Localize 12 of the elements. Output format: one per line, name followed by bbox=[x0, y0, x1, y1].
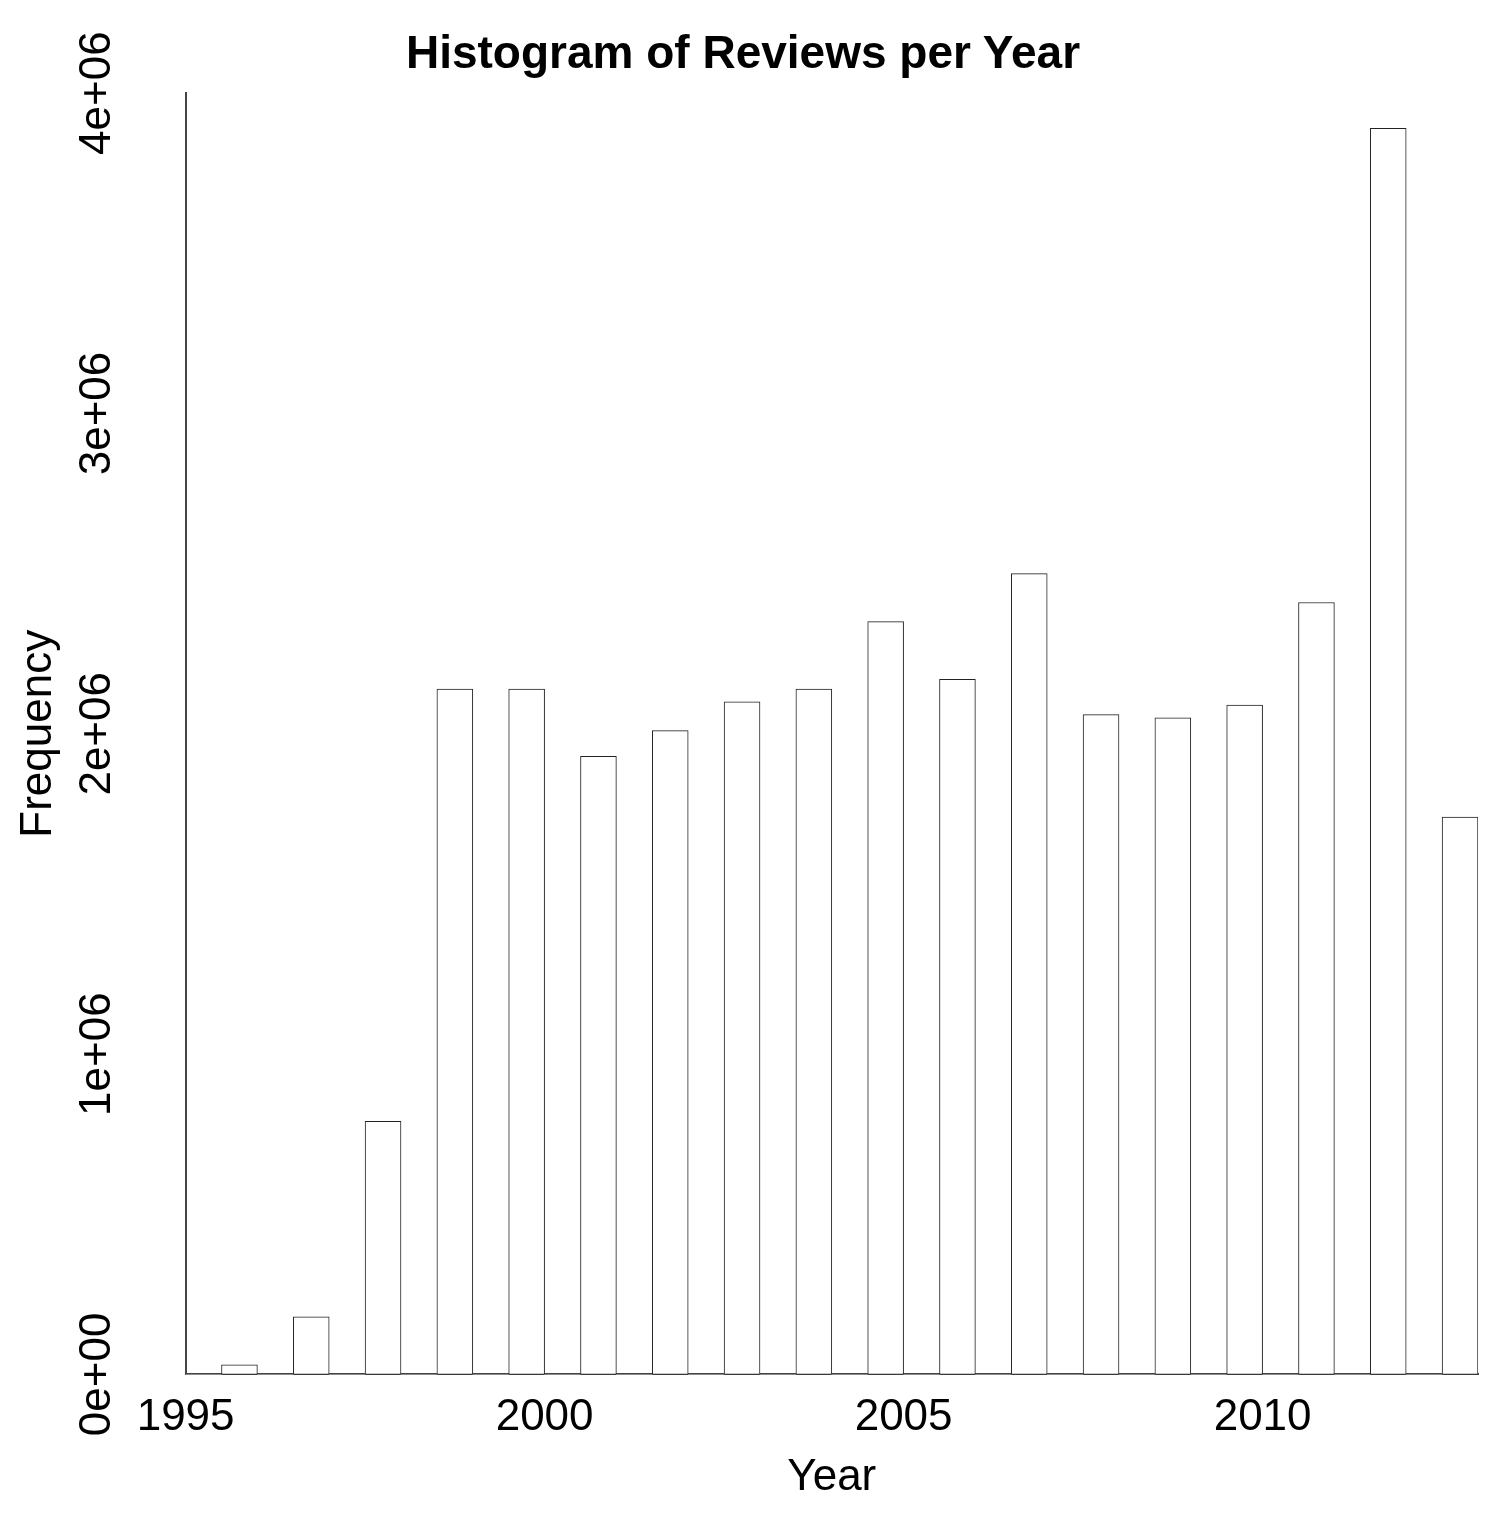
x-tick-label: 1995 bbox=[136, 1389, 235, 1439]
chart-title: Histogram of Reviews per Year bbox=[405, 26, 1081, 79]
y-tick-label: 4e+06 bbox=[69, 31, 119, 155]
y-axis-title: Frequency bbox=[10, 629, 60, 838]
x-tick-label: 2005 bbox=[854, 1389, 953, 1439]
y-tick-label: 0e+00 bbox=[69, 1312, 119, 1437]
y-tick-label: 2e+06 bbox=[69, 672, 119, 796]
y-tick-label: 1e+06 bbox=[69, 992, 119, 1116]
x-tick-label: 2000 bbox=[495, 1389, 594, 1439]
x-tick-label: 2010 bbox=[1213, 1389, 1312, 1439]
y-tick-label: 3e+06 bbox=[69, 351, 119, 476]
x-axis-title: Year bbox=[787, 1449, 877, 1499]
